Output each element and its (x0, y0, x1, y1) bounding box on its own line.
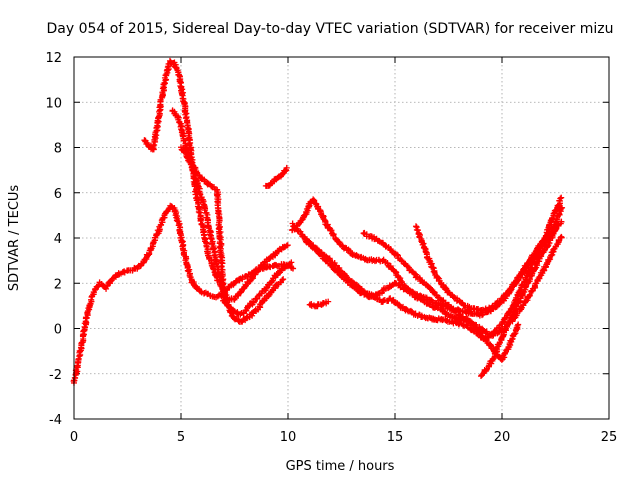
series-track-3 (169, 107, 295, 318)
data-point (467, 318, 474, 325)
y-tick-label: 6 (54, 187, 62, 202)
plot-frame (73, 56, 610, 420)
data-point (526, 291, 533, 298)
data-point (103, 285, 110, 292)
data-point (279, 276, 286, 283)
data-point (288, 259, 295, 266)
series-track-5 (262, 164, 290, 190)
data-point (74, 362, 81, 369)
x-tick-label: 0 (70, 430, 78, 445)
x-tick-label: 20 (494, 430, 511, 445)
data-point (71, 374, 78, 381)
data-point (553, 225, 560, 232)
data-point (557, 195, 564, 202)
y-tick-label: 8 (54, 142, 62, 157)
data-point (402, 286, 409, 293)
data-point (394, 251, 401, 258)
data-point (273, 262, 280, 269)
y-tick-label: 0 (54, 323, 62, 338)
data-point (411, 270, 418, 277)
data-point (546, 240, 553, 247)
data-point (558, 234, 565, 241)
x-tick-label: 5 (177, 430, 185, 445)
data-point (435, 274, 442, 281)
data-point (558, 194, 565, 201)
data-point (283, 164, 290, 171)
tick-labels: 0 5 10 15 20 25 -4 -2 0 2 4 6 8 10 12 (45, 51, 617, 445)
data-point (414, 227, 421, 234)
data-point (284, 242, 291, 249)
y-tick-label: 2 (54, 277, 62, 292)
series-track-1 (70, 202, 297, 386)
data-point (550, 210, 557, 217)
series-track-4 (177, 144, 287, 326)
series-track-9 (360, 229, 522, 363)
x-tick-label: 10 (280, 430, 297, 445)
x-tick-label: 15 (387, 430, 404, 445)
series-track-12 (478, 225, 560, 380)
data-point (131, 264, 138, 271)
data-point (215, 210, 222, 217)
data-point (539, 238, 546, 245)
data-point (207, 235, 214, 242)
y-tick-label: -2 (49, 368, 62, 383)
data-point (325, 298, 332, 305)
x-axis-title: GPS time / hours (286, 459, 395, 474)
data-point (195, 208, 202, 215)
data-point (290, 265, 297, 272)
data-points (70, 57, 566, 386)
x-tick-label: 25 (601, 430, 618, 445)
data-point (516, 288, 523, 295)
data-point (412, 223, 419, 230)
series-track-10 (412, 204, 566, 314)
chart-title: Day 054 of 2015, Sidereal Day-to-day VTE… (47, 21, 614, 37)
y-tick-label: 12 (45, 51, 62, 66)
data-point (197, 217, 204, 224)
y-tick-label: 4 (54, 232, 62, 247)
data-point (492, 327, 499, 334)
series-track-11 (306, 298, 332, 310)
data-point (515, 321, 522, 328)
data-point (210, 265, 217, 272)
data-point (514, 322, 521, 329)
y-axis-title: SDTVAR / TECUs (7, 185, 22, 292)
y-tick-label: 10 (45, 96, 62, 111)
data-point (280, 276, 287, 283)
y-tick-label: -4 (49, 413, 62, 428)
data-point (172, 64, 179, 71)
data-point (559, 204, 566, 211)
data-point (511, 331, 518, 338)
data-point (219, 260, 226, 267)
data-point (550, 246, 557, 253)
data-point (558, 218, 565, 225)
data-point (268, 278, 275, 285)
